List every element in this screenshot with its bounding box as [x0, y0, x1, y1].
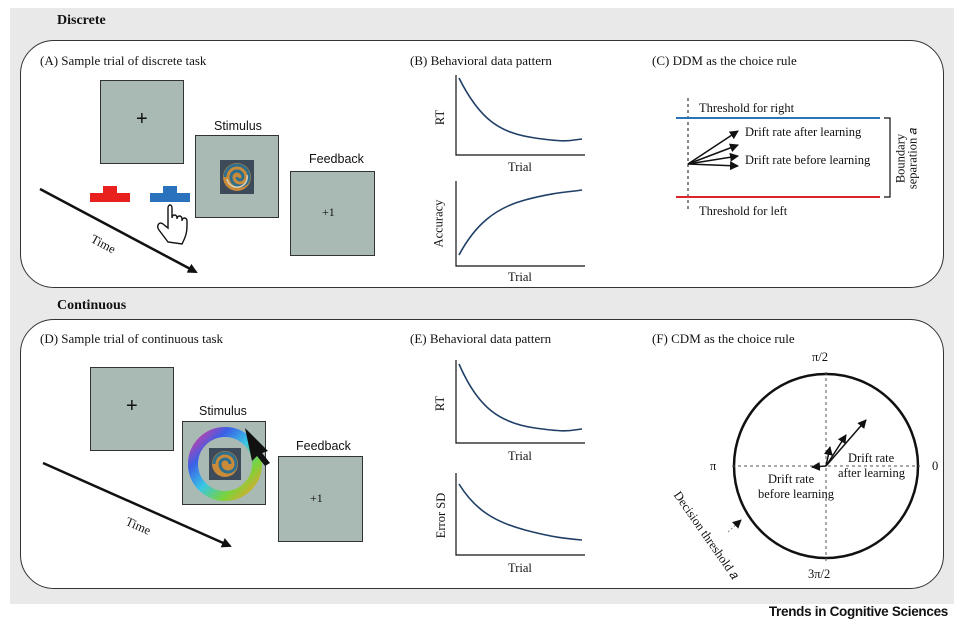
- threshold-left-label: Threshold for left: [699, 204, 788, 218]
- cdm-drift-before-2: [811, 461, 827, 471]
- accuracy-axes: [455, 181, 585, 267]
- feedback-screen: [290, 171, 375, 256]
- continuous-panel: [20, 319, 944, 589]
- mouse-cursor-icon: [245, 428, 270, 466]
- cdm-drift-before-label-2: before learning: [758, 487, 835, 501]
- panel-a-title: (A) Sample trial of discrete task: [40, 53, 207, 68]
- feedback-caption-continuous: Feedback: [296, 439, 351, 453]
- rt-curve: [458, 77, 583, 142]
- stimulus-screen: [195, 135, 279, 218]
- rt-xlabel: Trial: [508, 160, 532, 174]
- label-three-pi-half: 3π/2: [808, 567, 831, 581]
- pointing-hand-icon: [157, 204, 188, 245]
- label-zero: 0: [932, 459, 939, 473]
- right-response-key: [150, 186, 190, 202]
- label-pi: π: [710, 459, 717, 473]
- feedback-value-continuous: +1: [310, 491, 323, 505]
- drift-arrow-before-2: [687, 161, 739, 171]
- rt-curve-continuous: [458, 363, 583, 432]
- panel-f-title: (F) CDM as the choice rule: [652, 331, 795, 346]
- drift-arrow-after-2: [687, 143, 739, 165]
- accuracy-xlabel: Trial: [508, 270, 532, 284]
- decision-threshold-pointer: [727, 519, 742, 533]
- threshold-right-label: Threshold for right: [699, 101, 795, 115]
- drift-arrow-before-1: [687, 152, 739, 165]
- rt-xlabel-continuous: Trial: [508, 449, 532, 463]
- left-response-key: [90, 186, 130, 202]
- boundary-bracket: [884, 117, 891, 198]
- fixation-screen-continuous: [90, 367, 174, 451]
- drift-after-label: Drift rate after learning: [745, 125, 862, 139]
- accuracy-curve: [458, 189, 583, 256]
- stimulus-caption: Stimulus: [214, 119, 262, 133]
- feedback-caption: Feedback: [309, 152, 364, 166]
- rt-axes-continuous: [455, 360, 585, 444]
- journal-brand: Trends in Cognitive Sciences: [768, 604, 948, 619]
- time-arrow: [39, 187, 198, 274]
- rt-axes: [455, 75, 585, 156]
- fixation-cross: +: [136, 108, 148, 130]
- cdm-drift-after-label-1: Drift rate: [848, 451, 895, 465]
- feedback-screen-continuous: [278, 456, 363, 542]
- panel-b-title: (B) Behavioral data pattern: [410, 53, 552, 68]
- cdm-drift-before-label-1: Drift rate: [768, 472, 815, 486]
- cdm-drift-before-1: [823, 446, 833, 467]
- drift-arrow-after-1: [687, 130, 739, 165]
- fixation-screen: [100, 80, 184, 164]
- fractal-stimulus-image: [220, 160, 254, 194]
- cdm-drift-after-2: [825, 434, 847, 467]
- error-sd-xlabel: Trial: [508, 561, 532, 575]
- fixation-cross-continuous: +: [126, 395, 138, 417]
- error-sd-curve: [458, 483, 583, 541]
- cdm-drift-after-label-2: after learning: [838, 466, 905, 480]
- section-title-continuous: Continuous: [57, 298, 127, 313]
- panel-d-title: (D) Sample trial of continuous task: [40, 331, 224, 346]
- error-sd-axes: [455, 473, 585, 556]
- label-pi-half: π/2: [812, 350, 829, 364]
- drift-before-label: Drift rate before learning: [745, 153, 871, 167]
- feedback-value: +1: [322, 205, 335, 219]
- color-wheel-stimulus: [188, 427, 262, 501]
- time-arrow-continuous: [42, 461, 232, 548]
- stimulus-caption-continuous: Stimulus: [199, 404, 247, 418]
- section-title-discrete: Discrete: [57, 13, 106, 28]
- panel-e-title: (E) Behavioral data pattern: [410, 331, 552, 346]
- panel-c-title: (C) DDM as the choice rule: [652, 53, 797, 68]
